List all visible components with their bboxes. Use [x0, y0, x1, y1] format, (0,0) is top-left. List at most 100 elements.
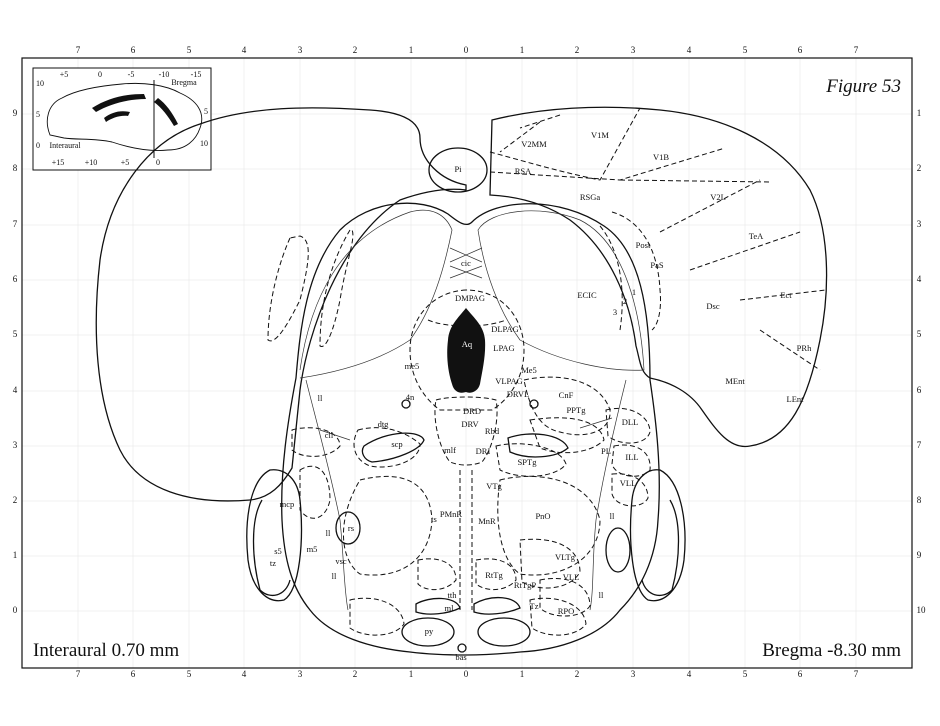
label-TeA: TeA — [749, 231, 764, 241]
label-ll-left: ll — [326, 528, 331, 538]
left-rpo-region — [349, 597, 405, 636]
scp-right-body — [507, 433, 569, 458]
ill-nucleus — [611, 444, 651, 477]
brain-section — [95, 106, 828, 656]
label-Rbd: Rbd — [485, 426, 500, 436]
label-VLL-r: VLL — [620, 478, 637, 488]
rs-ellipse — [335, 511, 361, 545]
label-RSGa: RSGa — [580, 192, 601, 202]
bottom-tick: 4 — [687, 669, 692, 679]
label-cll: cll — [325, 430, 334, 440]
label-VLTg: VLTg — [555, 552, 576, 562]
right-tick: 7 — [917, 440, 922, 450]
label-s5: s5 — [274, 546, 282, 556]
ll-right-line — [589, 379, 627, 611]
label-V1B: V1B — [653, 152, 669, 162]
interaural-label: Interaural 0.70 mm — [33, 640, 179, 661]
label-m5: m5 — [307, 544, 318, 554]
bottom-tick: 0 — [464, 669, 469, 679]
label-RPO: RPO — [558, 606, 575, 616]
plate-frame — [21, 57, 913, 669]
left-tick: 6 — [13, 274, 18, 284]
bottom-tick: 1 — [520, 669, 525, 679]
left-tick: 8 — [13, 163, 18, 173]
left-cortex-outline — [95, 107, 467, 502]
label-ml: ml — [445, 603, 455, 613]
commissure-cross — [449, 247, 483, 279]
label-dtg: dtg — [378, 419, 390, 429]
left-tick: 9 — [13, 108, 18, 118]
right-tick: 8 — [917, 495, 922, 505]
bottom-tick: 2 — [575, 669, 580, 679]
scp-left — [353, 427, 421, 468]
vltg-region — [519, 538, 581, 589]
py-left — [401, 617, 455, 647]
dr-region — [434, 396, 498, 466]
bottom-tick: 2 — [353, 669, 358, 679]
top-tick: 2 — [353, 45, 358, 55]
pptg-region — [529, 417, 605, 454]
label-mlf: mlf — [444, 445, 456, 455]
label-vsc: vsc — [335, 556, 347, 566]
median-raphe — [459, 470, 473, 610]
label-ll-top: ll — [318, 393, 323, 403]
ml-right — [473, 597, 521, 615]
vll-b-region — [539, 578, 591, 617]
pineal-outline — [428, 147, 488, 193]
left-colliculus — [299, 209, 453, 379]
label-1: 1 — [632, 287, 636, 297]
left-paraflocculus-outer — [246, 469, 303, 602]
top-tick: 1 — [520, 45, 525, 55]
label-ILL: ILL — [625, 452, 638, 462]
inset-top-scale: 0 — [98, 70, 102, 79]
right-tick: 3 — [917, 219, 922, 229]
ml-left — [415, 597, 461, 615]
inset-frame — [32, 67, 212, 171]
vll-nucleus — [611, 473, 649, 507]
figure-label: Figure 53 — [825, 76, 901, 97]
inset-bottom-scale: 0 — [156, 158, 160, 167]
label-SPTg: SPTg — [518, 457, 538, 467]
label-Pi: Pi — [454, 164, 462, 174]
rttg-left-region — [417, 558, 457, 590]
label-VLPAG: VLPAG — [495, 376, 523, 386]
label-tth: tth — [448, 590, 458, 600]
label-V2L: V2L — [710, 192, 726, 202]
label-Aq: Aq — [462, 339, 473, 349]
bottom-tick: 3 — [631, 669, 636, 679]
left-band-2 — [319, 229, 354, 347]
bottom-tick: 5 — [187, 669, 192, 679]
right-tick: 1 — [917, 108, 922, 118]
left-tick: 3 — [13, 440, 18, 450]
label-PnO: PnO — [535, 511, 550, 521]
inset-top-scale: +5 — [60, 70, 69, 79]
sptg-region — [495, 443, 567, 477]
label-Dsc: Dsc — [706, 301, 719, 311]
top-tick: 3 — [298, 45, 303, 55]
label-PL: PL — [601, 446, 611, 456]
label-ECIC: ECIC — [577, 290, 597, 300]
label-3: 3 — [613, 307, 617, 317]
inset-hippocampus — [92, 94, 146, 112]
top-tick: 1 — [409, 45, 414, 55]
top-tick: 7 — [76, 45, 81, 55]
inset-top-scale: -5 — [128, 70, 135, 79]
bottom-tick: 6 — [131, 669, 136, 679]
left-tick: 5 — [13, 329, 18, 339]
right-tick: 9 — [917, 550, 922, 560]
inset-left-scale: 0 — [36, 141, 40, 150]
label-DLL: DLL — [622, 417, 639, 427]
label-cic: cic — [461, 258, 471, 268]
right-rs-ellipse — [605, 527, 631, 573]
inset-bregma-label: Bregma — [171, 78, 197, 87]
inset-right-scale: 10 — [200, 139, 208, 148]
label-VTg: VTg — [486, 481, 502, 491]
label-V2MM: V2MM — [521, 139, 547, 149]
region-labels: Pi V1M V2MM V1B RSA RSGa V2L TeA Post Pa… — [270, 130, 812, 662]
label-RtTg: RtTg — [485, 570, 503, 580]
inset-right-scale: 5 — [204, 107, 208, 116]
rpo-region — [529, 597, 587, 636]
left-tick: 4 — [13, 385, 18, 395]
label-PRh: PRh — [797, 343, 812, 353]
label-DLPAG: DLPAG — [491, 324, 519, 334]
